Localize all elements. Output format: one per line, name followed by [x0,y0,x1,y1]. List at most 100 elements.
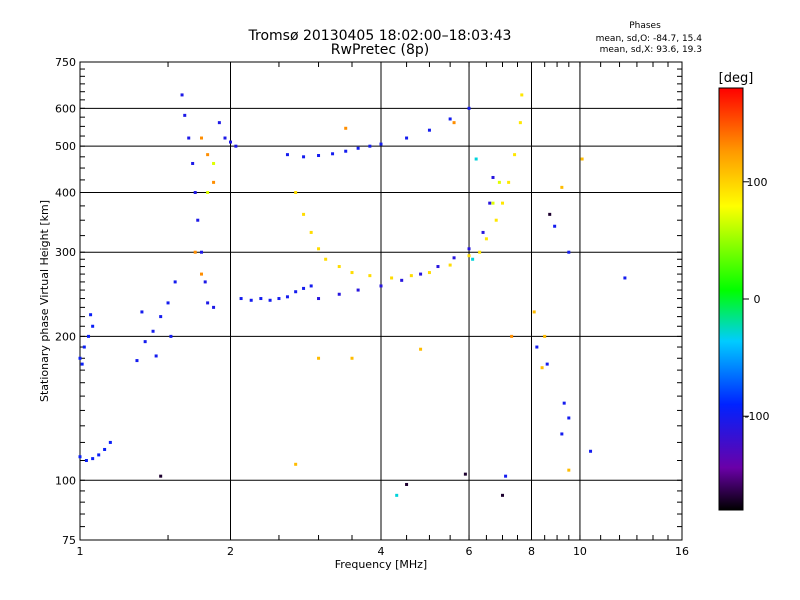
data-point [540,366,544,370]
data-point [84,458,88,462]
data-point [166,301,170,305]
data-point [405,136,409,140]
data-point [302,212,306,216]
data-point [513,153,517,157]
minor-ticks [79,61,683,541]
x-tick-label: 1 [77,545,84,558]
data-point [212,161,216,165]
data-point [196,218,200,222]
stats-o-mode: mean, sd,O: -84.7, 15.4 [596,34,703,44]
data-point [350,356,354,360]
data-point [294,190,298,194]
data-point [562,401,566,405]
data-point [337,265,341,269]
y-tick-label: 200 [55,330,76,343]
data-point [419,347,423,351]
phase-colorbar: [deg] 100 0 -100 [718,71,769,511]
data-point [193,190,197,194]
y-tick-label: 600 [55,102,76,115]
data-point [350,271,354,275]
data-point [159,315,163,319]
data-point [108,440,112,444]
x-tick-label: 2 [227,545,234,558]
data-point [140,310,144,314]
data-point [309,230,313,234]
y-tick-label: 75 [62,534,76,547]
data-point [497,180,501,184]
x-tick-label: 8 [528,545,535,558]
data-point [249,298,253,302]
data-point [169,334,173,338]
data-point [494,218,498,222]
data-point [183,113,187,117]
data-point [80,362,84,366]
data-point [532,310,536,314]
data-point [368,274,372,278]
data-point [82,345,86,349]
colorbar-tick-label: 100 [747,176,768,189]
data-point [277,297,281,301]
data-point [159,474,163,478]
data-point [212,305,216,309]
data-point [344,149,348,153]
data-point [187,136,191,140]
data-point [317,356,321,360]
data-point [471,257,475,261]
x-tick-label: 6 [466,545,473,558]
data-point [200,136,204,140]
data-point [180,93,184,97]
data-point [448,263,452,267]
data-point [409,274,413,278]
data-point [589,449,593,453]
colorbar-ticks: 100 0 -100 [743,176,769,423]
data-point [91,324,95,328]
data-point [510,334,514,338]
data-points [78,93,627,497]
data-point [285,153,289,157]
data-point [474,157,478,161]
data-point [548,212,552,216]
data-point [467,106,471,110]
data-point [567,250,571,254]
data-point [89,313,93,317]
data-point [452,256,456,260]
data-point [173,280,177,284]
chart-title: Tromsø 20130405 18:02:00–18:03:43 [248,28,512,44]
x-tick-label: 16 [675,545,689,558]
data-point [206,301,210,305]
data-point [535,345,539,349]
data-point [545,362,549,366]
data-point [294,290,298,294]
data-point [356,288,360,292]
data-point [467,254,471,258]
data-point [478,250,482,254]
data-point [567,468,571,472]
data-point [302,286,306,290]
data-point [379,284,383,288]
data-point [395,493,399,497]
data-point [427,128,431,132]
data-point [501,201,505,205]
x-axis-label: Frequency [MHz] [335,558,427,571]
data-point [191,161,195,165]
data-point [623,276,627,280]
y-axis-label: Stationary phase Virtual Height [km] [38,200,51,402]
data-point [467,247,471,251]
data-point [448,117,452,121]
data-point [259,297,263,301]
y-tick-label: 750 [55,56,76,69]
colorbar-label: [deg] [719,71,754,86]
data-point [504,474,508,478]
stats-x-mode: mean, sd,X: 93.6, 19.3 [600,45,702,55]
data-point [543,334,547,338]
x-tick-label: 10 [573,545,587,558]
data-point [78,356,82,360]
data-point [294,462,298,466]
data-point [217,121,221,125]
data-point [206,153,210,157]
data-point [488,201,492,205]
data-point [491,175,495,179]
data-point [135,359,139,363]
y-tick-label: 300 [55,246,76,259]
